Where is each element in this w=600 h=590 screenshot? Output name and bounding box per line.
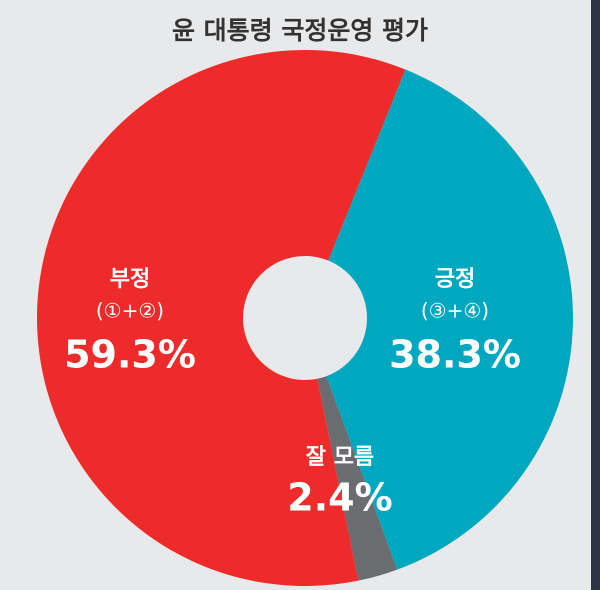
slice-name: 잘 모름 [306, 445, 374, 470]
slice-name: 부정 [110, 267, 150, 292]
slice-note: (①+②) [96, 299, 164, 323]
chart-title: 윤 대통령 국정운영 평가 [172, 16, 428, 45]
pie-slice [317, 376, 398, 581]
slice-name: 긍정 [435, 267, 475, 292]
value-label: 2.4% [287, 476, 392, 520]
slice-note: (③+④) [421, 299, 489, 323]
value-label: 59.3% [64, 333, 196, 377]
pie-slice [36, 50, 406, 586]
value-label: 38.3% [389, 333, 521, 377]
pie-slice [326, 69, 573, 570]
edge-strip [591, 0, 600, 590]
